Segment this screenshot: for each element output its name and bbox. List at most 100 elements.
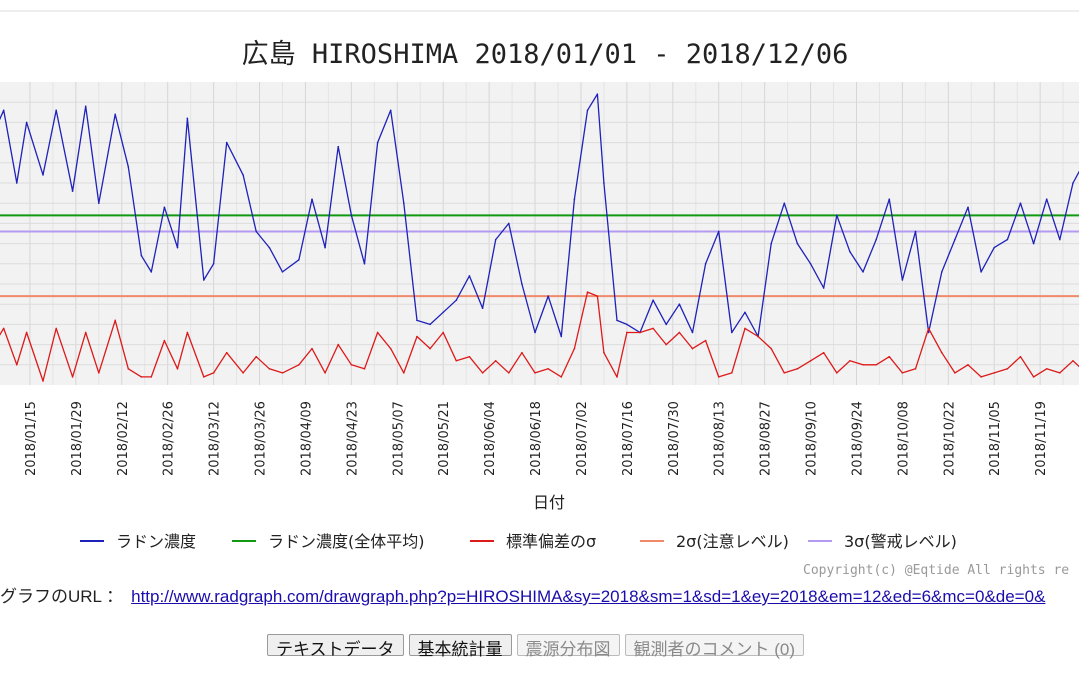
data-point <box>809 263 812 265</box>
data-point <box>84 105 87 108</box>
x-tick-label: 2018/11/05 <box>988 401 1003 476</box>
data-point <box>616 376 618 378</box>
data-point <box>494 238 497 241</box>
data-point <box>389 109 392 112</box>
text-data-button[interactable]: テキストデータ <box>267 634 404 659</box>
data-point <box>337 145 340 148</box>
data-point <box>678 331 681 334</box>
data-point <box>324 372 326 374</box>
x-tick-label: 2018/09/10 <box>805 401 820 476</box>
data-point <box>140 376 143 378</box>
data-point <box>311 347 313 350</box>
data-point <box>114 319 116 322</box>
x-tick-label: 2018/11/19 <box>1034 401 1049 476</box>
data-point <box>202 376 205 378</box>
x-tick-label: 2018/10/22 <box>942 401 957 476</box>
x-tick-label: 2018/10/08 <box>896 401 911 476</box>
data-point <box>255 230 258 233</box>
data-point <box>1059 372 1061 374</box>
data-point <box>176 246 179 249</box>
data-point <box>521 351 523 354</box>
data-point <box>416 319 418 322</box>
data-point <box>665 343 668 346</box>
x-tick-label: 2018/03/12 <box>208 401 223 476</box>
plot-area <box>0 82 1079 385</box>
data-point <box>127 368 130 370</box>
observer-comments-button[interactable]: 観測者のコメント (0) <box>624 634 804 659</box>
data-point <box>481 372 484 374</box>
grid <box>0 82 1079 385</box>
data-point <box>140 254 143 257</box>
data-point <box>596 295 599 297</box>
data-point <box>442 311 445 314</box>
data-point <box>616 319 618 322</box>
data-point <box>186 117 189 120</box>
data-point <box>822 351 825 354</box>
data-point <box>639 331 641 334</box>
data-point <box>481 307 484 310</box>
data-point <box>888 198 891 200</box>
data-point <box>298 258 300 261</box>
data-point <box>744 327 746 330</box>
data-point <box>875 238 877 241</box>
data-point <box>744 311 746 314</box>
basic-stats-button[interactable]: 基本統計量 <box>408 634 512 659</box>
data-point <box>114 113 116 116</box>
data-point <box>1072 182 1074 184</box>
data-point <box>573 198 576 200</box>
data-point <box>442 331 445 334</box>
data-point <box>163 206 166 209</box>
data-point <box>98 372 100 374</box>
data-point <box>940 271 943 273</box>
data-point <box>186 331 189 334</box>
graph-url-link[interactable]: http://www.radgraph.com/drawgraph.php?p=… <box>131 587 1046 606</box>
data-point <box>652 299 654 301</box>
legend-label: 標準偏差のσ <box>506 532 596 551</box>
data-point <box>468 355 471 358</box>
data-point <box>603 182 605 184</box>
data-point <box>416 335 418 338</box>
data-point <box>337 343 340 346</box>
x-tick-label: 2018/06/04 <box>483 401 498 476</box>
graph-url-row: グラフのURL ： http://www.radgraph.com/drawgra… <box>0 582 1079 607</box>
chart-title: 広島 HIROSHIMA 2018/01/01 - 2018/12/06 <box>242 39 849 70</box>
data-point <box>212 263 215 265</box>
data-point <box>717 230 720 233</box>
data-point <box>1032 242 1035 245</box>
x-tick-label: 2018/03/26 <box>254 401 269 476</box>
data-point <box>603 351 605 354</box>
data-point <box>376 141 379 144</box>
data-point <box>163 339 166 342</box>
data-point <box>534 331 536 334</box>
data-point <box>980 376 982 378</box>
data-point <box>993 372 996 374</box>
data-point <box>573 347 576 350</box>
data-point <box>849 250 851 253</box>
action-buttons: テキストデータ 基本統計量 震源分布図 観測者のコメント (0) <box>267 634 804 659</box>
data-point <box>836 214 838 217</box>
data-point <box>429 347 431 350</box>
data-point <box>311 198 313 200</box>
data-point <box>704 339 707 342</box>
data-point <box>836 372 838 374</box>
data-point <box>324 246 326 249</box>
x-tick-label: 2018/04/23 <box>345 401 360 476</box>
data-point <box>468 275 471 277</box>
data-point <box>770 242 772 245</box>
x-tick-label: 2018/07/02 <box>575 401 590 476</box>
data-point <box>901 372 904 374</box>
data-point <box>1006 238 1009 241</box>
data-point <box>403 202 405 204</box>
data-point <box>626 323 628 326</box>
x-tick-label: 2018/01/15 <box>24 401 39 476</box>
data-point <box>42 380 44 382</box>
data-point <box>717 376 720 378</box>
epicenter-map-button[interactable]: 震源分布図 <box>516 634 620 659</box>
series-lines <box>0 93 1079 382</box>
data-point <box>508 372 510 374</box>
data-point <box>25 121 28 124</box>
data-point <box>862 364 864 366</box>
data-point <box>455 299 458 301</box>
data-point <box>560 376 563 378</box>
data-point <box>967 206 969 209</box>
